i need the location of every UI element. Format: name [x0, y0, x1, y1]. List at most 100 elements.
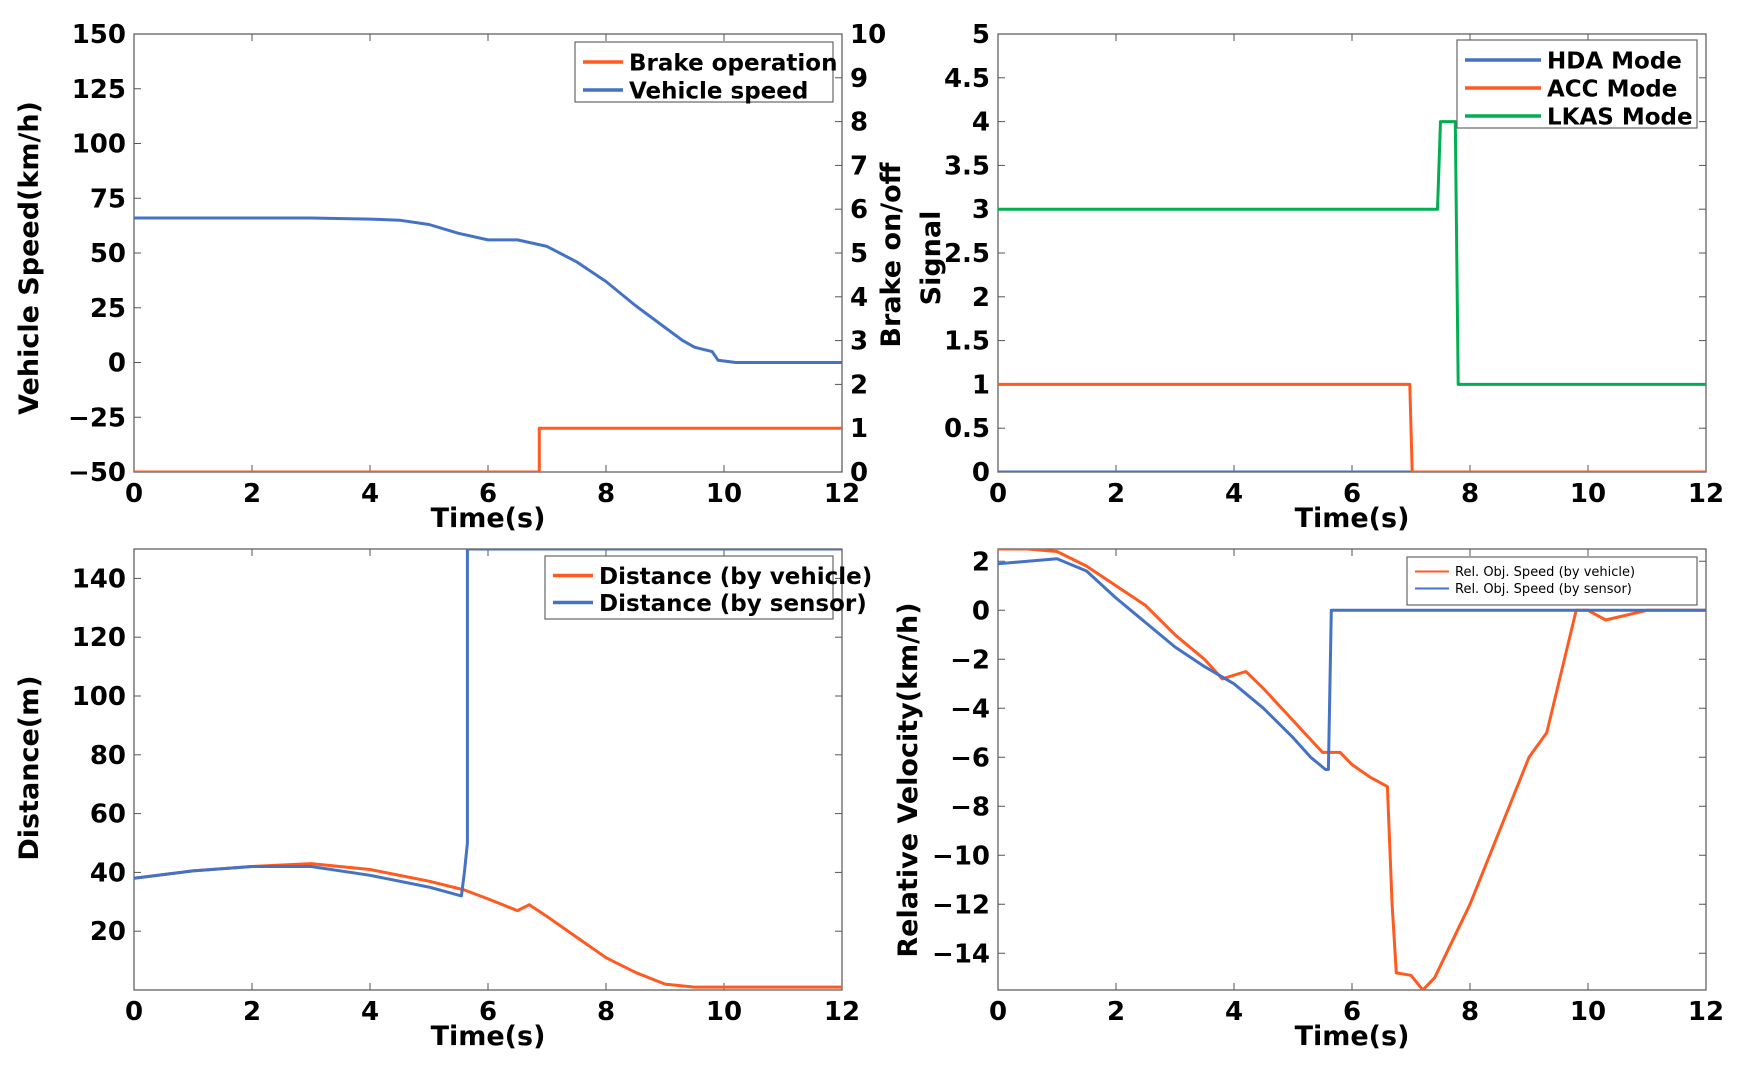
x-tick-label: 6 [479, 479, 497, 509]
x-tick-label: 4 [1225, 997, 1243, 1027]
plot-area [998, 549, 1706, 990]
legend-box [544, 555, 834, 620]
y-tick-label: −4 [950, 694, 990, 724]
y2-tick-label: 2 [850, 370, 868, 400]
y-tick-label: −14 [932, 939, 990, 969]
y-tick-label: −12 [932, 890, 990, 920]
chart-3: 0 2 4 6 8 10 12 Time(s) 20 40 60 80 100 120 140 Distanc… [14, 548, 872, 1052]
x-tick-label: 2 [1107, 479, 1125, 509]
y-tick-label: 80 [90, 741, 126, 771]
x-tick-label: 8 [597, 479, 615, 509]
x-tick-label: 10 [1570, 997, 1606, 1027]
x-tick-label: 12 [824, 997, 860, 1027]
y-tick-label: −50 [68, 458, 126, 488]
y-tick-label: 4 [972, 108, 990, 138]
series-line-2 [134, 549, 842, 898]
y-tick-label: 50 [90, 239, 126, 269]
x-tick-label: 10 [1570, 479, 1606, 509]
y2-axis-label: Brake on/off [876, 161, 907, 347]
legend: Distance (by vehicle)Distance (by sensor… [544, 555, 872, 620]
legend-box [1406, 556, 1698, 606]
y-axis-label: Distance(m) [14, 675, 45, 860]
series-line-2 [998, 382, 1706, 472]
x-tick-label: 2 [1107, 997, 1125, 1027]
x-tick-label: 6 [1343, 479, 1361, 509]
y2-tick-label: 0 [850, 458, 868, 488]
x-tick-label: 12 [824, 479, 860, 509]
legend-label-1: Distance (by vehicle) [599, 564, 872, 590]
x-tick-label: 6 [479, 997, 497, 1027]
legend-label-1: Brake operation [629, 50, 837, 76]
x-tick-label: 4 [361, 997, 379, 1027]
x-tick-label: 12 [1688, 479, 1724, 509]
legend-label-1: Rel. Obj. Speed (by vehicle) [1455, 565, 1635, 580]
legend-label-2: Distance (by sensor) [599, 591, 867, 617]
series-line-2 [134, 216, 842, 364]
x-tick-label: 6 [1343, 997, 1361, 1027]
chart-1: 0 2 4 6 8 10 12Time(s)−50−250255075100125150Ve… [14, 20, 907, 534]
y-tick-label: 120 [72, 623, 126, 653]
y2-tick-label: 5 [850, 239, 868, 269]
y2-tick-label: 10 [850, 20, 886, 50]
legend-box [1456, 39, 1698, 129]
plot-frame [133, 33, 843, 473]
y2-tick-label: 7 [850, 151, 868, 181]
y-tick-label: −2 [950, 645, 990, 675]
y-tick-label: 2 [972, 547, 990, 577]
y-tick-label: 5 [972, 20, 990, 50]
x-axis-label: Time(s) [1295, 1021, 1410, 1052]
x-tick-label: 0 [989, 479, 1007, 509]
legend-label-2: Vehicle speed [629, 78, 808, 104]
y-tick-label: 4.5 [944, 64, 990, 94]
y-tick-label: 0 [972, 596, 990, 626]
legend-box [574, 41, 834, 103]
y-tick-label: 75 [90, 184, 126, 214]
y-axis-label: Relative Velocity(km/h) [893, 602, 924, 957]
x-tick-label: 2 [243, 479, 261, 509]
y2-tick-label: 4 [850, 283, 868, 313]
y-tick-label: 2.5 [944, 239, 990, 269]
x-axis-label: Time(s) [431, 1021, 546, 1052]
y-tick-label: 1.5 [944, 327, 990, 357]
x-axis-label: Time(s) [431, 503, 546, 534]
series-line-2 [998, 557, 1706, 771]
series-line-1 [134, 426, 842, 472]
series-line-3 [998, 120, 1706, 386]
y-tick-label: 150 [72, 20, 126, 50]
series-line-1 [998, 549, 1706, 990]
y-tick-label: 40 [90, 858, 126, 888]
chart-4: 0 2 4 6 8 10 12 Time(s) −14 −12 −10 −8 −6 −4 −2 0 2 Relat… [893, 547, 1724, 1052]
x-axis-label: Time(s) [1295, 503, 1410, 534]
x-tick-label: 2 [243, 997, 261, 1027]
chart-2: 0 2 4 6 8 10 12 Time(s) 0 0.5 1 1.5 2 2.5 3 3.5 4 4.5 5 Sig… [916, 20, 1724, 534]
series-line-1 [134, 862, 842, 989]
legend-label-2: ACC Mode [1547, 76, 1677, 102]
y2-tick-label: 9 [850, 64, 868, 94]
legend-label-2: Rel. Obj. Speed (by sensor) [1455, 582, 1632, 597]
x-tick-label: 12 [1688, 997, 1724, 1027]
y2-tick-label: 3 [850, 327, 868, 357]
y-tick-label: 100 [72, 682, 126, 712]
plot-area [998, 120, 1706, 472]
y-tick-label: 60 [90, 800, 126, 830]
y-tick-label: 0 [108, 349, 126, 379]
plot-area [134, 216, 842, 472]
x-tick-label: 10 [706, 997, 742, 1027]
y-tick-label: 20 [90, 917, 126, 947]
x-tick-label: 0 [125, 997, 143, 1027]
y-tick-label: 0 [972, 458, 990, 488]
y-tick-label: −8 [950, 792, 990, 822]
y-tick-label: 3.5 [944, 151, 990, 181]
plot-frame [133, 548, 843, 991]
plot-area [134, 549, 842, 989]
y-tick-label: −6 [950, 743, 990, 773]
x-tick-label: 8 [1461, 997, 1479, 1027]
y-tick-label: 2 [972, 283, 990, 313]
y2-tick-label: 1 [850, 414, 868, 444]
x-tick-label: 8 [1461, 479, 1479, 509]
y-tick-label: 125 [72, 75, 126, 105]
y-tick-label: −25 [68, 403, 126, 433]
